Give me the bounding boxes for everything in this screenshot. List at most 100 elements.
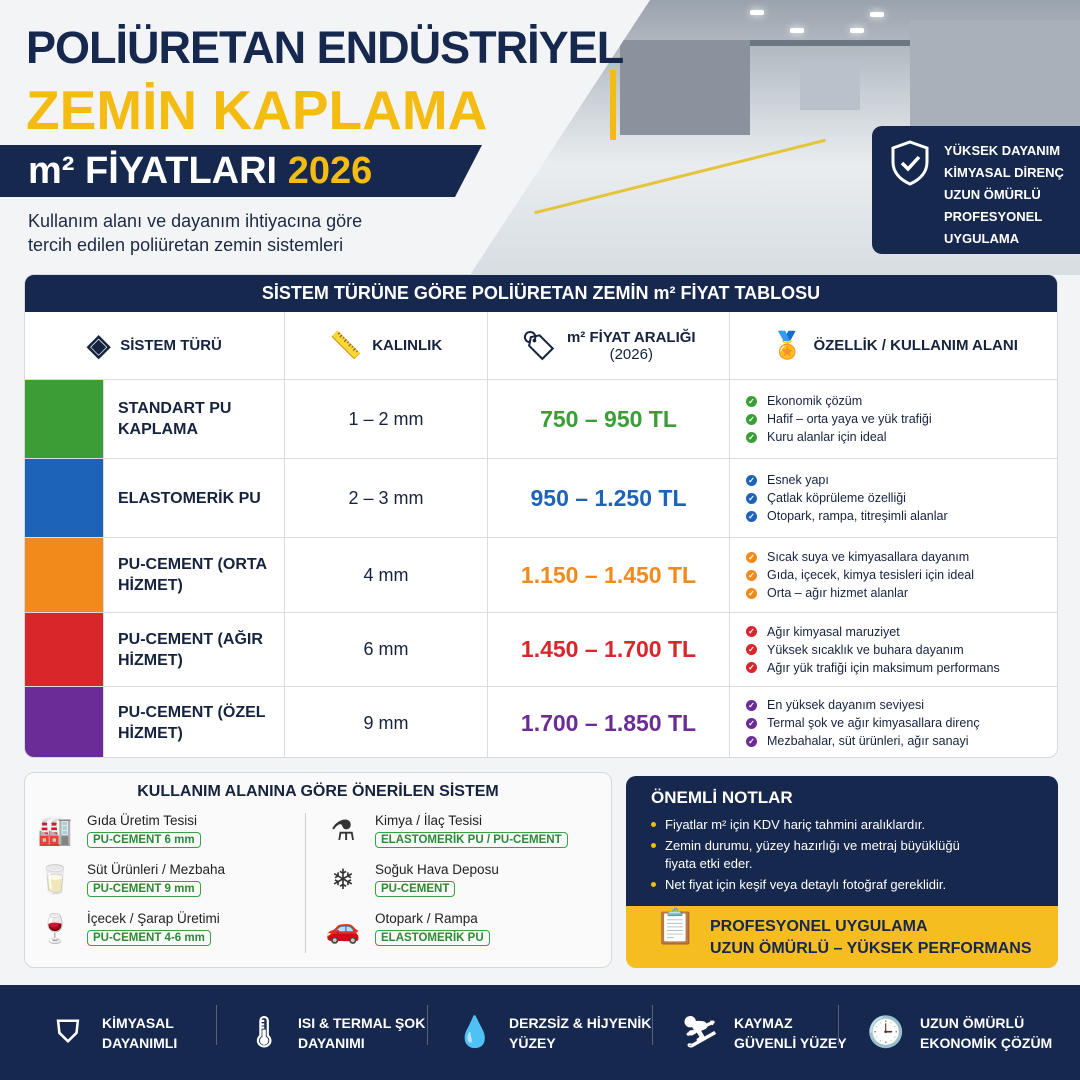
feature-item: ✓ Mezbahalar, süt ürünleri, ağır sanayi — [746, 734, 969, 748]
badge-line: UYGULAMA — [944, 231, 1020, 246]
feature-text: Sıcak suya ve kimyasallara dayanım — [767, 550, 970, 564]
feature-badge: YÜKSEK DAYANIM KİMYASAL DİRENÇ UZUN ÖMÜR… — [872, 126, 1080, 254]
table-row: PU-CEMENT (ÖZEL HİZMET) 9 mm 1.700 – 1.850… — [25, 686, 1057, 757]
footer-feature: ⛷ KAYMAZ GÜVENLİ YÜZEY — [680, 985, 847, 1080]
recommend-system-tag: ELASTOMERİK PU — [375, 930, 490, 946]
footer-line-2: GÜVENLİ YÜZEY — [734, 1034, 847, 1051]
footer-line-1: KİMYASAL — [102, 1014, 174, 1031]
feature-list: ✓ Esnek yapı ✓ Çatlak köprüleme özelliği ✓ Ot… — [730, 459, 1057, 537]
system-name: STANDART PU KAPLAMA — [104, 380, 285, 458]
car-ramp-icon: 🚗 — [325, 913, 361, 944]
banner-text: m² FİYATLARI — [28, 150, 278, 192]
recommend-item: 🍷 İçecek / Şarap Üretimi PU-CEMENT 4-6 mm — [37, 911, 220, 947]
shield-check-icon: ⛉ — [56, 1015, 80, 1049]
check-icon: ✓ — [746, 474, 757, 486]
award-badge-icon: 🏅 — [771, 330, 804, 360]
recommend-item: 🥛 Süt Ürünleri / Mezbaha PU-CEMENT 9 mm — [37, 862, 225, 898]
note-item: Net fiyat için keşif veya detaylı fotoğr… — [651, 876, 1058, 894]
system-color-swatch — [25, 613, 104, 686]
check-icon: ✓ — [746, 717, 757, 729]
recommend-text: Süt Ürünleri / Mezbaha PU-CEMENT 9 mm — [87, 862, 225, 898]
check-icon: ✓ — [746, 413, 757, 425]
recommend-item: 🏭 Gıda Üretim Tesisi PU-CEMENT 6 mm — [37, 813, 201, 849]
feature-text: Hafif – orta yaya ve yük trafiği — [767, 412, 932, 426]
feature-item: ✓ Orta – ağır hizmet alanlar — [746, 586, 908, 600]
recommend-item: ❄ Soğuk Hava Deposu PU-CEMENT — [325, 862, 499, 898]
important-notes: ÖNEMLİ NOTLAR Fiyatlar m² için KDV hariç… — [626, 776, 1058, 906]
system-color-swatch — [25, 687, 104, 757]
thermometer-icon: 🌡 — [244, 1015, 284, 1049]
column-header-thickness: 📏 KALINLIK — [285, 312, 488, 379]
droplet-icon: 💧 — [456, 1015, 494, 1049]
table-row: STANDART PU KAPLAMA 1 – 2 mm 750 – 950 TL ✓… — [25, 379, 1057, 458]
footer-text: ISI & TERMAL ŞOK DAYANIMI — [298, 1013, 425, 1053]
recommend-label: Kimya / İlaç Tesisi — [375, 813, 483, 828]
divider — [838, 1005, 839, 1045]
divider — [305, 813, 306, 953]
feature-item: ✓ Sıcak suya ve kimyasallara dayanım — [746, 550, 969, 564]
feature-text: Yüksek sıcaklık ve buhara dayanım — [767, 642, 964, 657]
column-label-year: (2026) — [609, 345, 653, 363]
recommend-text: Otopark / Rampa ELASTOMERİK PU — [375, 911, 490, 947]
badge-line: UZUN ÖMÜRLÜ — [944, 187, 1041, 202]
recommend-system-tag: PU-CEMENT 6 mm — [87, 832, 201, 848]
recommend-label: Soğuk Hava Deposu — [375, 862, 499, 877]
feature-text: Ekonomik çözüm — [767, 394, 863, 408]
table-row: PU-CEMENT (ORTA HİZMET) 4 mm 1.150 – 1.450… — [25, 537, 1057, 612]
table-row: ELASTOMERİK PU 2 – 3 mm 950 – 1.250 TL ✓ Esn… — [25, 458, 1057, 537]
recommend-label: İçecek / Şarap Üretimi — [87, 911, 220, 926]
banner-year: 2026 — [287, 150, 373, 192]
thickness-value: 9 mm — [285, 687, 488, 757]
recommend-label: Otopark / Rampa — [375, 911, 478, 926]
check-icon: ✓ — [746, 569, 757, 581]
thickness-value: 2 – 3 mm — [285, 459, 488, 537]
footer-text: KİMYASAL DAYANIMLI — [102, 1013, 177, 1053]
feature-item: ✓ Yüksek sıcaklık ve buhara dayanım — [746, 643, 964, 657]
footer-line-2: YÜZEY — [509, 1034, 556, 1051]
feature-item: ✓ Ekonomik çözüm — [746, 394, 862, 408]
column-label: KALINLIK — [372, 337, 443, 354]
feature-text: En yüksek dayanım seviyesi — [767, 698, 925, 712]
footer-line-2: DAYANIMI — [298, 1034, 365, 1051]
feature-item: ✓ Ağır kimyasal maruziyet — [746, 625, 900, 639]
column-header-price: 🏷 m² FİYAT ARALIĞI (2026) — [488, 312, 730, 379]
column-label: ÖZELLİK / KULLANIM ALANI — [813, 337, 1018, 354]
subtitle-line-1: Kullanım alanı ve dayanım ihtiyacına gör… — [28, 211, 363, 231]
recommend-text: İçecek / Şarap Üretimi PU-CEMENT 4-6 mm — [87, 911, 220, 947]
ruler-icon: 📏 — [329, 330, 363, 360]
feature-text: Orta – ağır hizmet alanlar — [767, 586, 909, 600]
footer-line-2: EKONOMİK ÇÖZÜM — [920, 1034, 1053, 1051]
price-tag-icon: 🏷 — [521, 330, 557, 361]
feature-item: ✓ Gıda, içecek, kimya tesisleri için idea… — [746, 568, 974, 582]
column-header-system: ◈ SİSTEM TÜRÜ — [25, 312, 285, 379]
shield-check-icon — [891, 140, 929, 186]
recommend-item: 🚗 Otopark / Rampa ELASTOMERİK PU — [325, 911, 490, 947]
footer-text: UZUN ÖMÜRLÜ EKONOMİK ÇÖZÜM — [920, 1013, 1052, 1053]
footer-line-1: DERZSİZ & HİJYENİK — [509, 1014, 652, 1031]
badge-line: YÜKSEK DAYANIM — [944, 143, 1061, 158]
milk-jar-icon: 🥛 — [37, 864, 73, 895]
check-icon: ✓ — [746, 395, 757, 407]
feature-text: Termal şok ve ağır kimyasallara direnç — [767, 716, 980, 730]
recommend-label: Süt Ürünleri / Mezbaha — [87, 862, 226, 877]
slip-warning-icon: ⛷ — [680, 1015, 720, 1049]
system-name: PU-CEMENT (ÖZEL HİZMET) — [104, 687, 285, 757]
note-item: Zemin durumu, yüzey hazırlığı ve metraj … — [651, 837, 991, 873]
check-icon: ✓ — [746, 735, 757, 747]
system-color-swatch — [25, 380, 104, 458]
footer-line-1: UZUN ÖMÜRLÜ — [920, 1014, 1025, 1031]
feature-item: ✓ Esnek yapı — [746, 473, 829, 487]
footer-feature: ⛉ KİMYASAL DAYANIMLI — [48, 985, 177, 1080]
price-table: SİSTEM TÜRÜNE GÖRE POLİÜRETAN ZEMİN m² F… — [24, 274, 1058, 758]
footer-line-1: KAYMAZ — [734, 1014, 793, 1031]
check-icon: ✓ — [746, 510, 757, 522]
footer-line-2: DAYANIMLI — [102, 1034, 178, 1051]
recommend-system-tag: PU-CEMENT 4-6 mm — [87, 930, 211, 946]
thickness-value: 6 mm — [285, 613, 488, 686]
feature-list: ✓ Ekonomik çözüm ✓ Hafif – orta yaya ve yük… — [730, 380, 1057, 458]
footer-text: DERZSİZ & HİJYENİK YÜZEY — [509, 1013, 651, 1053]
feature-text: Mezbahalar, süt ürünleri, ağır sanayi — [767, 734, 969, 748]
food-plant-icon: 🏭 — [37, 815, 73, 846]
recommend-text: Soğuk Hava Deposu PU-CEMENT — [375, 862, 499, 898]
recommend-label: Gıda Üretim Tesisi — [87, 813, 198, 828]
